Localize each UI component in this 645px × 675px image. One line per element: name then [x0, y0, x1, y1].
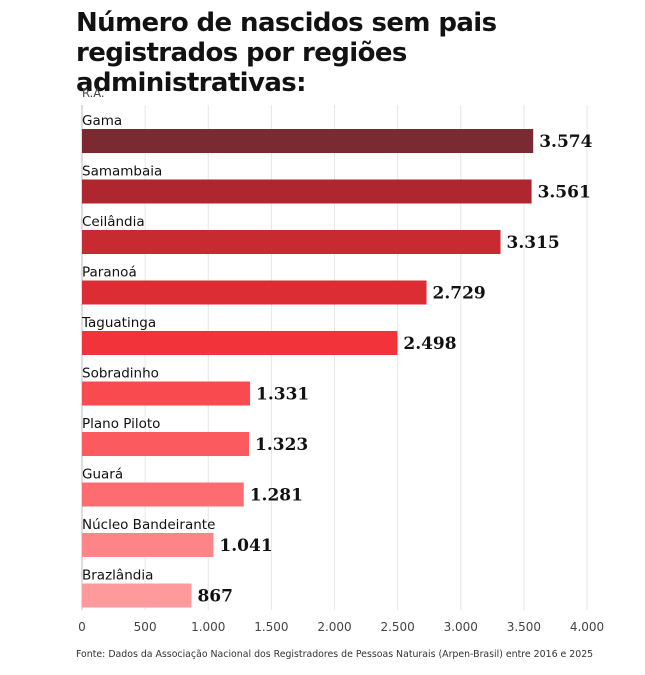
value-label: 1.323	[255, 435, 308, 455]
value-label: 3.574	[539, 132, 592, 152]
category-label: Plano Piloto	[82, 416, 160, 432]
value-label: 3.561	[538, 183, 591, 203]
x-tick-label: 3.000	[444, 620, 478, 634]
bar-chart: R.A. Gama 3.574 Samambaia 3.561 Ceilândia 3.3…	[78, 86, 604, 634]
bar	[82, 381, 251, 406]
x-tick-label: 1.000	[191, 620, 225, 634]
category-label: Núcleo Bandeirante	[82, 517, 215, 533]
category-axis-label: R.A.	[82, 86, 105, 100]
bar	[82, 230, 501, 254]
bar-group: Guará 1.281	[82, 467, 303, 507]
category-label: Ceilândia	[82, 214, 145, 230]
x-tick-label: 2.500	[380, 620, 414, 634]
bar-group: Brazlândia 867	[82, 568, 233, 608]
bar	[82, 432, 250, 456]
category-label: Taguatinga	[81, 315, 156, 331]
x-axis-ticks: 0 500 1.000 1.500 2.000 2.500 3.000 3.500 4.000	[78, 620, 604, 634]
value-label: 2.729	[433, 284, 486, 304]
bar	[82, 482, 244, 507]
bar-group: Paranoá 2.729	[82, 265, 486, 305]
source-note: Fonte: Dados da Associação Nacional dos …	[76, 649, 594, 660]
value-label: 867	[197, 587, 233, 607]
x-tick-label: 4.000	[570, 620, 604, 634]
bar-group: Gama 3.574	[82, 113, 593, 153]
x-tick-label: 1.500	[254, 620, 288, 634]
x-tick-label: 0	[78, 620, 86, 634]
category-label: Gama	[82, 113, 122, 129]
category-label: Paranoá	[82, 265, 137, 281]
bar-group: Samambaia 3.561	[82, 164, 591, 204]
value-label: 1.281	[250, 486, 303, 506]
bar	[82, 583, 192, 608]
bar-group: Plano Piloto 1.323	[82, 416, 308, 456]
x-tick-label: 3.500	[507, 620, 541, 634]
category-label: Brazlândia	[82, 568, 153, 584]
bar-group: Taguatinga 2.498	[81, 315, 457, 355]
value-label: 1.041	[219, 536, 272, 556]
bars: Gama 3.574 Samambaia 3.561 Ceilândia 3.315 Par…	[81, 113, 593, 608]
value-label: 2.498	[403, 334, 456, 354]
category-label: Samambaia	[82, 164, 162, 180]
category-label: Sobradinho	[82, 366, 159, 382]
bar	[82, 331, 398, 355]
x-tick-label: 2.000	[317, 620, 351, 634]
value-label: 1.331	[256, 385, 309, 405]
x-tick-label: 500	[134, 620, 157, 634]
bar	[82, 533, 214, 557]
bar-group: Ceilândia 3.315	[82, 214, 560, 254]
category-label: Guará	[82, 467, 123, 483]
bar-group: Sobradinho 1.331	[82, 366, 309, 406]
bar	[82, 129, 534, 153]
chart-title: Número de nascidos sem pais registrados …	[76, 8, 497, 98]
bar	[82, 280, 427, 305]
bar	[82, 179, 532, 204]
value-label: 3.315	[507, 233, 560, 253]
